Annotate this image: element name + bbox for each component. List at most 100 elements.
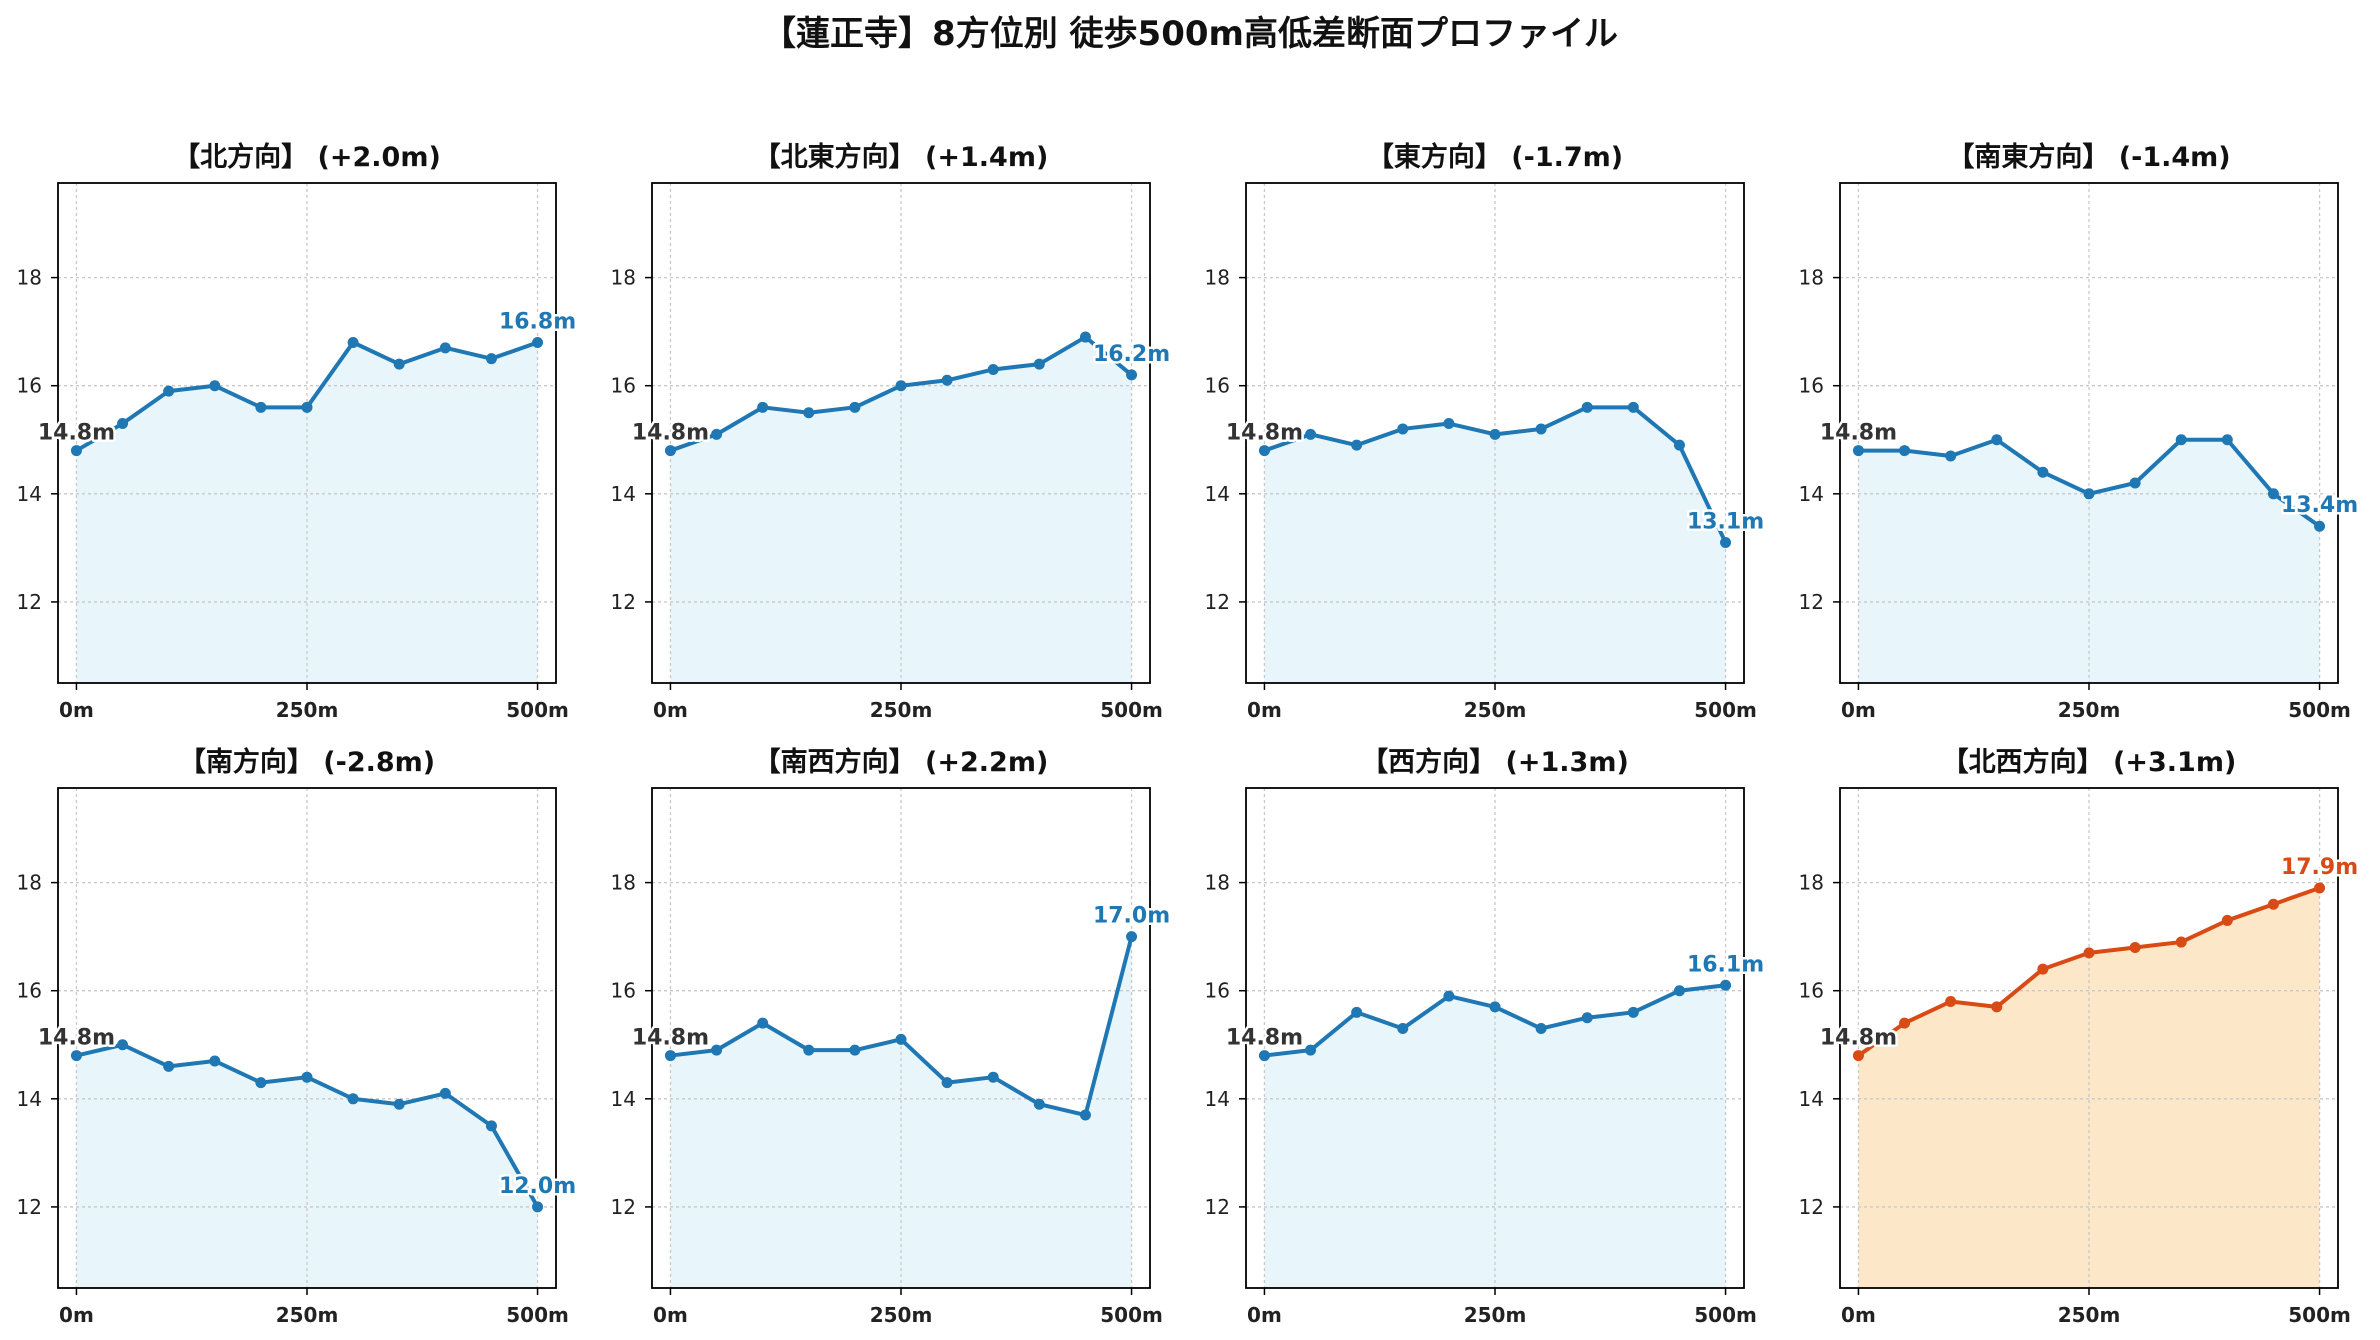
- panel-title: 【北西方向】 (+3.1m): [1942, 746, 2237, 778]
- data-point: [757, 1017, 769, 1029]
- data-point: [757, 401, 769, 413]
- y-tick-label: 12: [1799, 1195, 1824, 1219]
- end-value-label: 13.4m: [2281, 493, 2358, 518]
- data-point: [849, 1044, 861, 1056]
- data-point: [209, 380, 221, 392]
- x-tick-label: 500m: [1694, 1303, 1757, 1327]
- data-point: [803, 1044, 815, 1056]
- data-point: [532, 1201, 544, 1213]
- axes-frame: [1245, 182, 1745, 684]
- data-point: [1079, 331, 1091, 343]
- data-point: [1899, 445, 1911, 457]
- data-point: [117, 1039, 129, 1051]
- axes-frame: [1245, 787, 1745, 1289]
- y-tick-label: 14: [17, 1087, 42, 1111]
- end-value-label: 16.1m: [1687, 952, 1764, 977]
- data-point: [1852, 1050, 1864, 1062]
- data-point: [1852, 445, 1864, 457]
- data-point: [532, 336, 544, 348]
- x-tick-label: 250m: [870, 698, 933, 722]
- y-tick-label: 18: [611, 266, 636, 290]
- area-fill: [76, 342, 538, 683]
- end-value-label: 16.2m: [1093, 342, 1170, 367]
- axes-frame: [651, 787, 1151, 1289]
- data-point: [941, 1077, 953, 1089]
- axes-frame: [1839, 182, 2339, 684]
- data-point: [1899, 1017, 1911, 1029]
- y-tick-label: 14: [1799, 1087, 1824, 1111]
- panel-8: 0m 250m 500m 12 14 16 18 14.8m 17.9m 【北西方向】 (+3.1…: [1799, 746, 2361, 1327]
- panel-7: 0m 250m 500m 12 14 16 18 14.8m 16.1m 【西方向】 (+1.3m…: [1205, 746, 1767, 1327]
- y-tick-label: 18: [17, 871, 42, 895]
- data-point: [2221, 434, 2233, 446]
- data-point: [117, 418, 129, 430]
- x-tick-label: 500m: [506, 1303, 569, 1327]
- x-tick-label: 500m: [1100, 1303, 1163, 1327]
- data-point: [1033, 358, 1045, 370]
- y-tick-label: 12: [1205, 590, 1230, 614]
- data-point: [2267, 898, 2279, 910]
- data-point: [1489, 1001, 1501, 1013]
- data-point: [2267, 488, 2279, 500]
- data-point: [2083, 947, 2095, 959]
- x-tick-label: 500m: [506, 698, 569, 722]
- start-value-label: 14.8m: [632, 421, 709, 446]
- data-point: [1305, 428, 1317, 440]
- data-point: [1720, 979, 1732, 991]
- figure-title: 【蓮正寺】8方位別 徒歩500m高低差断面プロファイル: [762, 14, 1618, 54]
- y-tick-label: 14: [611, 482, 636, 506]
- x-tick-label: 250m: [870, 1303, 933, 1327]
- data-point: [2314, 882, 2326, 894]
- data-point: [1489, 428, 1501, 440]
- data-point: [1258, 445, 1270, 457]
- data-point: [255, 1077, 267, 1089]
- start-value-label: 14.8m: [1226, 421, 1303, 446]
- data-point: [393, 1098, 405, 1110]
- data-point: [485, 353, 497, 365]
- y-tick-label: 12: [17, 590, 42, 614]
- data-point: [485, 1120, 497, 1132]
- y-tick-label: 14: [1205, 482, 1230, 506]
- y-tick-label: 14: [1799, 482, 1824, 506]
- y-tick-label: 16: [1799, 979, 1824, 1003]
- data-point: [255, 401, 267, 413]
- x-tick-label: 250m: [276, 698, 339, 722]
- data-point: [2175, 936, 2187, 948]
- y-tick-label: 12: [17, 1195, 42, 1219]
- y-tick-label: 12: [611, 590, 636, 614]
- start-value-label: 14.8m: [1820, 421, 1897, 446]
- data-point: [347, 336, 359, 348]
- y-tick-label: 14: [1205, 1087, 1230, 1111]
- y-tick-label: 18: [1205, 266, 1230, 290]
- y-tick-label: 18: [611, 871, 636, 895]
- data-point: [1305, 1044, 1317, 1056]
- area-fill: [670, 337, 1132, 683]
- data-point: [439, 342, 451, 354]
- data-point: [1126, 931, 1138, 943]
- data-point: [941, 374, 953, 386]
- x-tick-label: 250m: [2058, 1303, 2121, 1327]
- data-point: [70, 445, 82, 457]
- y-tick-label: 18: [1799, 266, 1824, 290]
- data-point: [1945, 996, 1957, 1008]
- data-point: [1443, 990, 1455, 1002]
- x-tick-label: 0m: [653, 1303, 688, 1327]
- y-tick-label: 16: [17, 374, 42, 398]
- y-tick-label: 16: [1205, 374, 1230, 398]
- end-value-label: 17.0m: [1093, 904, 1170, 929]
- data-point: [1351, 439, 1363, 451]
- data-point: [163, 385, 175, 397]
- x-tick-label: 0m: [59, 698, 94, 722]
- start-value-label: 14.8m: [1226, 1026, 1303, 1051]
- x-tick-label: 0m: [59, 1303, 94, 1327]
- x-tick-label: 500m: [2288, 1303, 2351, 1327]
- data-point: [1535, 1023, 1547, 1035]
- data-point: [209, 1055, 221, 1067]
- end-value-label: 12.0m: [499, 1174, 576, 1199]
- data-point: [1126, 369, 1138, 381]
- data-point: [1673, 439, 1685, 451]
- data-point: [664, 445, 676, 457]
- panel-title: 【南西方向】 (+2.2m): [754, 746, 1049, 778]
- y-tick-label: 12: [1205, 1195, 1230, 1219]
